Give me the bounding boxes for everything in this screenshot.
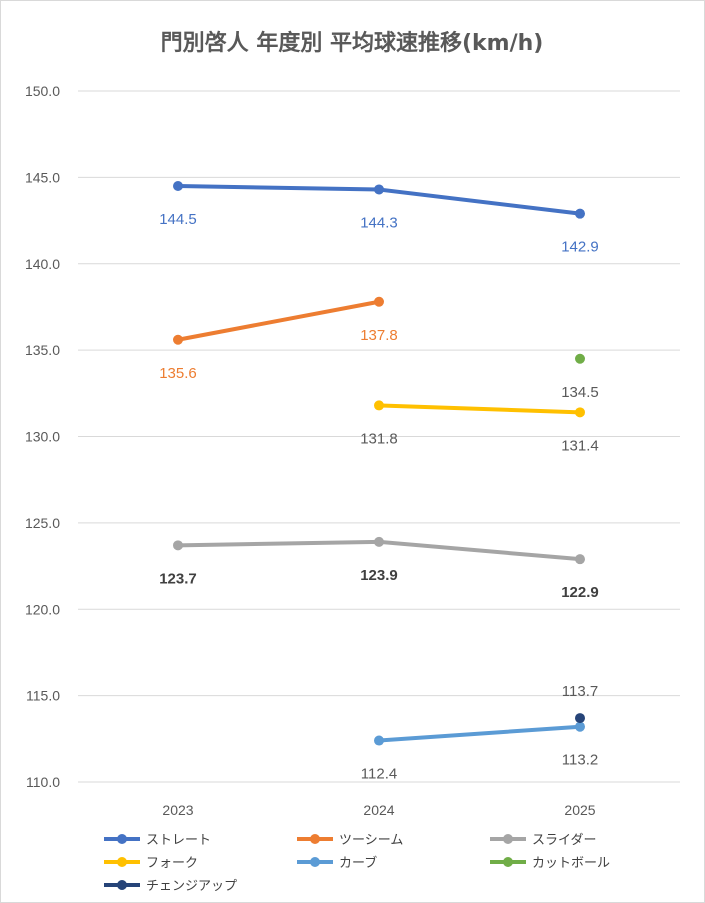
series-line	[176, 299, 381, 342]
y-tick-label: 130.0	[25, 429, 60, 445]
data-point	[575, 353, 585, 364]
series-1	[173, 181, 585, 219]
data-point	[575, 554, 585, 565]
legend-item: カーブ	[297, 855, 377, 871]
data-label: 137.8	[360, 327, 398, 344]
data-point	[173, 540, 183, 551]
y-tick-label: 125.0	[25, 515, 60, 531]
x-tick-label: 2024	[363, 802, 394, 818]
x-tick-label: 2023	[162, 802, 193, 818]
y-tick-label: 120.0	[25, 601, 60, 617]
series-2	[173, 296, 384, 345]
data-label: 142.9	[561, 239, 599, 256]
data-point	[374, 536, 384, 547]
legend-label: ストレート	[146, 833, 211, 848]
series-7	[575, 713, 585, 724]
data-label: 134.5	[561, 384, 599, 401]
data-label: 144.3	[360, 214, 398, 231]
data-point	[173, 181, 183, 192]
data-label: 144.5	[159, 211, 197, 228]
data-label: 113.2	[562, 752, 598, 769]
data-label: 122.9	[561, 584, 599, 601]
legend-swatch-marker	[117, 857, 127, 867]
data-label: 123.7	[159, 570, 197, 587]
y-tick-label: 135.0	[25, 342, 60, 358]
data-point	[374, 400, 384, 411]
data-label: 113.7	[562, 683, 598, 700]
legend-item: スライダー	[490, 833, 596, 848]
y-tick-label: 140.0	[25, 256, 60, 272]
data-label: 135.6	[159, 365, 197, 382]
chart-title: 門別啓人 年度別 平均球速推移(km/h)	[161, 30, 544, 56]
legend-swatch-marker	[310, 857, 320, 867]
data-point	[173, 334, 183, 345]
legend-label: ツーシーム	[339, 833, 403, 848]
legend-swatch-marker	[310, 834, 320, 844]
legend-label: フォーク	[146, 856, 198, 871]
data-label: 131.8	[360, 430, 398, 447]
legend-swatch-marker	[503, 857, 513, 867]
data-label: 112.4	[361, 766, 397, 783]
legend-swatch-marker	[117, 834, 127, 844]
data-point	[575, 407, 585, 418]
data-labels: 144.5 144.3 142.9 135.6 137.8 123.7 123.9 122.9…	[159, 211, 599, 783]
series-4	[374, 400, 585, 418]
series-line	[377, 724, 582, 743]
y-axis-ticks: 110.0 115.0 120.0 125.0 130.0 135.0 140.0 145.0…	[25, 83, 60, 790]
y-tick-label: 145.0	[25, 169, 60, 185]
data-point	[374, 735, 384, 746]
legend-swatch-marker	[503, 834, 513, 844]
x-tick-label: 2025	[564, 802, 595, 818]
x-axis-ticks: 2023 2024 2025	[162, 802, 595, 818]
y-tick-label: 115.0	[26, 688, 60, 704]
legend-item: チェンジアップ	[104, 879, 237, 894]
legend-item: ストレート	[104, 833, 211, 848]
legend-swatch-marker	[117, 880, 127, 890]
series-3	[173, 536, 585, 565]
legend-item: ツーシーム	[297, 833, 403, 848]
gridlines	[78, 90, 680, 783]
series-line	[377, 403, 582, 415]
series-5	[374, 721, 585, 746]
legend-label: カットボール	[532, 856, 610, 871]
y-tick-label: 150.0	[25, 83, 60, 99]
data-point	[575, 713, 585, 724]
data-label: 131.4	[561, 437, 599, 454]
data-point	[575, 208, 585, 219]
legend-item: カットボール	[490, 856, 610, 871]
legend-label: チェンジアップ	[146, 879, 237, 894]
legend-label: カーブ	[339, 855, 377, 871]
data-point	[575, 721, 585, 732]
series-group	[173, 181, 585, 746]
legend-label: スライダー	[532, 833, 596, 848]
data-point	[374, 296, 384, 307]
legend-item: フォーク	[104, 856, 198, 871]
y-tick-label: 110.0	[26, 774, 60, 790]
data-point	[374, 184, 384, 195]
series-6	[575, 353, 585, 364]
data-label: 123.9	[360, 567, 398, 584]
